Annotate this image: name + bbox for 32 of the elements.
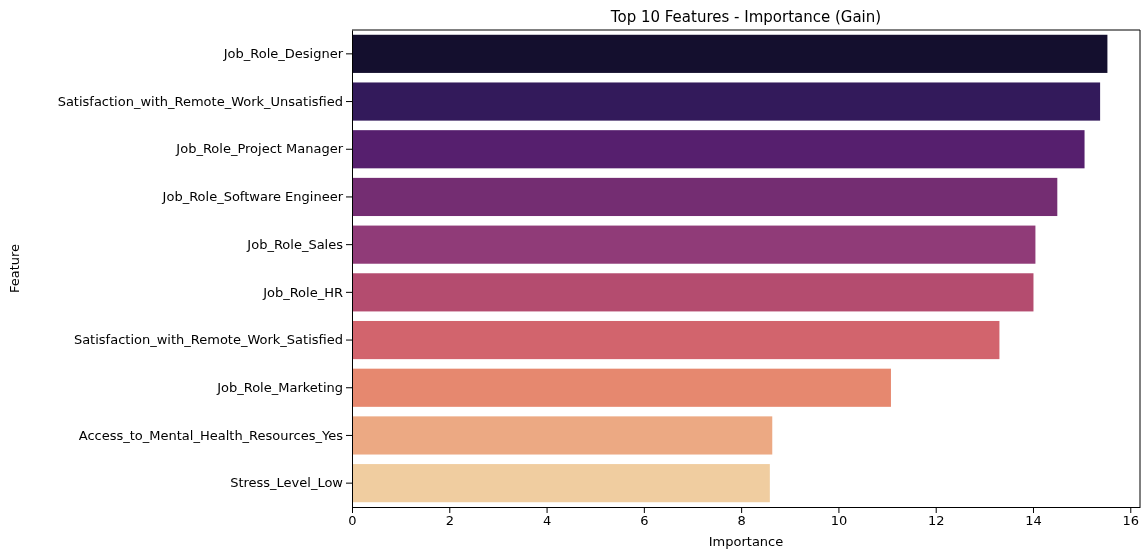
bar [352,177,1058,217]
x-tick-label: 6 [640,513,649,529]
y-tick-label: Satisfaction_with_Remote_Work_Unsatisfied [57,93,343,109]
x-tick-label: 10 [830,513,848,529]
y-tick-label: Access_to_Mental_Health_Resources_Yes [78,427,344,443]
x-tick-label: 14 [1025,513,1042,529]
x-tick-label: 2 [445,513,454,529]
x-tick-label: 0 [348,513,357,529]
y-axis-title: Feature [7,243,22,294]
y-tick-label: Job_Role_Sales [246,236,344,252]
bar [352,82,1101,121]
chart-title: Top 10 Features - Importance (Gain) [609,8,882,26]
bar [352,368,891,407]
x-axis-title: Importance [708,534,784,549]
bar [352,464,770,503]
y-tick-label: Job_Role_Project Manager [175,141,344,157]
bar [352,34,1108,73]
x-tick-label: 8 [737,513,746,529]
x-tick-label: 16 [1122,513,1140,529]
y-tick-label: Job_Role_Designer [222,46,344,62]
y-tick-label: Job_Role_Software Engineer [161,189,344,205]
bar [352,130,1085,169]
bar [352,416,773,455]
y-tick-label: Satisfaction_with_Remote_Work_Satisfied [73,332,343,348]
x-tick-label: 12 [927,513,945,529]
y-tick-label: Job_Role_Marketing [216,379,343,395]
x-tick-label: 4 [542,513,552,529]
y-tick-label: Job_Role_HR [262,284,343,300]
y-tick-label: Stress_Level_Low [230,475,344,491]
bar [352,320,1000,360]
bar [352,225,1036,264]
bar [352,273,1034,312]
